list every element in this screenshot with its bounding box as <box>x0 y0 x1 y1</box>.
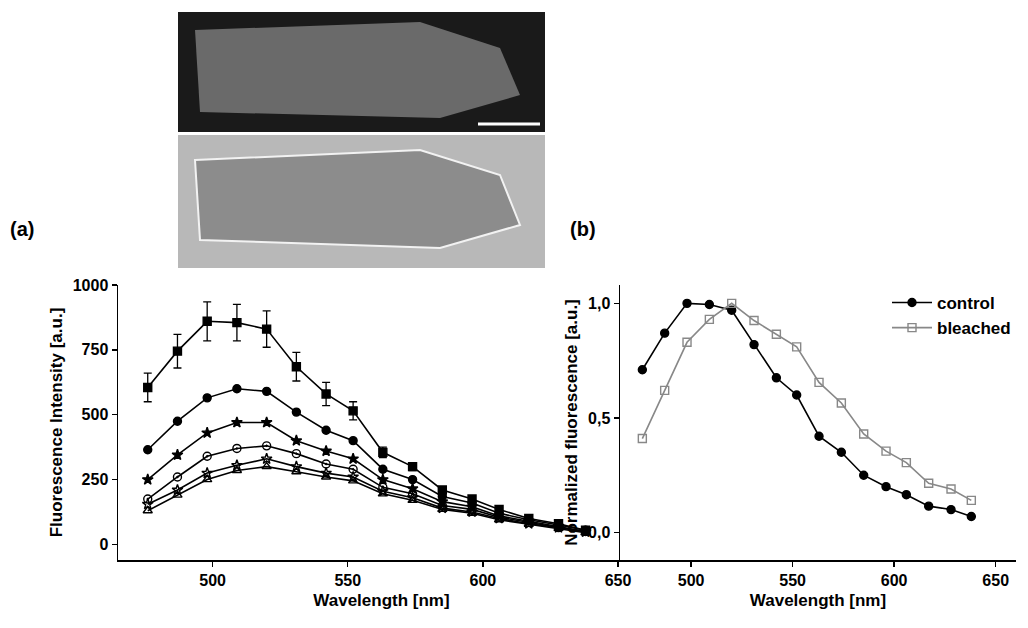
svg-text:0,0: 0,0 <box>588 524 610 541</box>
svg-text:250: 250 <box>82 471 109 488</box>
svg-text:Normalized fluorescence [a.u.]: Normalized fluorescence [a.u.] <box>562 299 581 546</box>
svg-text:0,5: 0,5 <box>588 410 610 427</box>
svg-text:control: control <box>937 294 995 313</box>
svg-text:500: 500 <box>678 572 705 589</box>
svg-text:(b): (b) <box>570 218 596 240</box>
svg-text:600: 600 <box>881 572 908 589</box>
svg-text:Wavelength [nm]: Wavelength [nm] <box>750 591 886 610</box>
svg-text:750: 750 <box>82 341 109 358</box>
svg-text:1,0: 1,0 <box>588 295 610 312</box>
svg-text:bleached: bleached <box>937 319 1011 338</box>
svg-text:550: 550 <box>334 572 361 589</box>
svg-text:500: 500 <box>82 406 109 423</box>
svg-text:550: 550 <box>779 572 806 589</box>
svg-text:600: 600 <box>469 572 496 589</box>
svg-text:650: 650 <box>982 572 1009 589</box>
svg-text:Wavelength [nm]: Wavelength [nm] <box>313 591 449 610</box>
svg-text:500: 500 <box>199 572 226 589</box>
svg-text:1000: 1000 <box>73 277 109 294</box>
svg-text:0: 0 <box>99 536 108 553</box>
svg-text:(a): (a) <box>10 218 34 240</box>
svg-text:650: 650 <box>605 572 632 589</box>
svg-text:Fluorescence Intensity [a.u.]: Fluorescence Intensity [a.u.] <box>47 308 66 538</box>
